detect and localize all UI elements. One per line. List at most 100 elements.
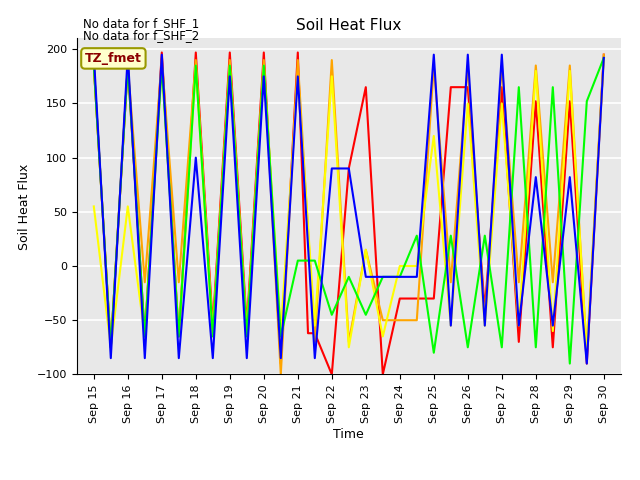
SHF4 <box>304 258 312 264</box>
SHF4 <box>515 84 523 90</box>
SHF3 <box>243 334 251 339</box>
SHF5 <box>226 73 234 79</box>
SHF5 <box>107 355 115 361</box>
SHF2 <box>243 328 251 334</box>
SHF4 <box>90 62 98 68</box>
SHF4 <box>396 274 404 280</box>
Line: SHF4: SHF4 <box>94 58 604 363</box>
SHF4 <box>413 233 420 239</box>
SHF4 <box>175 334 182 339</box>
SHF5 <box>413 274 420 280</box>
SHF4 <box>260 62 268 68</box>
SHF4 <box>294 258 301 264</box>
SHF4 <box>430 350 438 356</box>
SHF2 <box>362 247 370 252</box>
SHF5 <box>277 355 285 361</box>
Legend: SHF1, SHF2, SHF3, SHF4, SHF5: SHF1, SHF2, SHF3, SHF4, SHF5 <box>122 475 575 480</box>
SHF3 <box>515 323 523 328</box>
SHF5 <box>294 73 301 79</box>
SHF3 <box>464 100 472 106</box>
Line: SHF1: SHF1 <box>94 52 604 374</box>
SHF2 <box>481 317 489 323</box>
SHF4 <box>362 312 370 318</box>
SHF2 <box>600 52 607 58</box>
SHF4 <box>549 84 557 90</box>
SHF3 <box>498 100 506 106</box>
SHF5 <box>566 174 573 180</box>
SHF5 <box>90 52 98 58</box>
SHF5 <box>328 166 335 171</box>
SHF5 <box>260 73 268 79</box>
SHF3 <box>158 62 166 68</box>
SHF5 <box>532 174 540 180</box>
SHF4 <box>600 55 607 61</box>
SHF1 <box>498 84 506 90</box>
SHF1 <box>362 84 370 90</box>
SHF1 <box>277 360 285 366</box>
SHF3 <box>107 345 115 350</box>
X-axis label: Time: Time <box>333 429 364 442</box>
SHF4 <box>464 345 472 350</box>
SHF1 <box>566 98 573 104</box>
SHF5 <box>583 360 591 366</box>
SHF1 <box>260 49 268 55</box>
SHF1 <box>311 330 319 336</box>
SHF2 <box>447 279 454 285</box>
SHF1 <box>447 84 454 90</box>
SHF1 <box>304 330 312 336</box>
SHF4 <box>379 274 387 280</box>
SHF3 <box>413 263 420 269</box>
SHF5 <box>430 52 438 58</box>
SHF1 <box>600 52 607 58</box>
SHF4 <box>328 312 335 318</box>
SHF4 <box>481 233 489 239</box>
SHF2 <box>396 317 404 323</box>
SHF4 <box>158 62 166 68</box>
SHF3 <box>294 73 301 79</box>
SHF3 <box>583 350 591 356</box>
SHF5 <box>379 274 387 280</box>
SHF4 <box>311 258 319 264</box>
SHF1 <box>430 296 438 301</box>
SHF5 <box>372 274 380 280</box>
SHF1 <box>379 372 387 377</box>
SHF5 <box>515 323 523 328</box>
SHF2 <box>124 62 132 68</box>
SHF3 <box>226 62 234 68</box>
SHF1 <box>226 49 234 55</box>
SHF5 <box>158 52 166 58</box>
Text: TZ_fmet: TZ_fmet <box>85 52 142 65</box>
SHF2 <box>549 279 557 285</box>
SHF1 <box>209 323 216 328</box>
SHF1 <box>294 49 301 55</box>
Text: No data for f_SHF_1: No data for f_SHF_1 <box>83 17 200 30</box>
SHF3 <box>532 68 540 74</box>
SHF3 <box>481 323 489 328</box>
SHF4 <box>141 334 148 339</box>
SHF4 <box>124 62 132 68</box>
SHF5 <box>362 274 370 280</box>
SHF5 <box>481 323 489 328</box>
SHF2 <box>260 57 268 63</box>
SHF2 <box>515 279 523 285</box>
SHF4 <box>226 62 234 68</box>
SHF4 <box>566 360 573 366</box>
SHF1 <box>107 345 115 350</box>
SHF2 <box>192 57 200 63</box>
SHF4 <box>447 233 454 239</box>
SHF2 <box>583 350 591 356</box>
SHF1 <box>158 49 166 55</box>
SHF5 <box>243 355 251 361</box>
SHF2 <box>379 317 387 323</box>
SHF2 <box>430 62 438 68</box>
SHF1 <box>549 345 557 350</box>
SHF4 <box>345 274 353 280</box>
SHF2 <box>158 57 166 63</box>
SHF4 <box>209 334 216 339</box>
SHF1 <box>413 296 420 301</box>
SHF1 <box>464 84 472 90</box>
SHF1 <box>141 334 148 339</box>
SHF3 <box>90 204 98 209</box>
SHF2 <box>532 62 540 68</box>
SHF2 <box>413 317 420 323</box>
